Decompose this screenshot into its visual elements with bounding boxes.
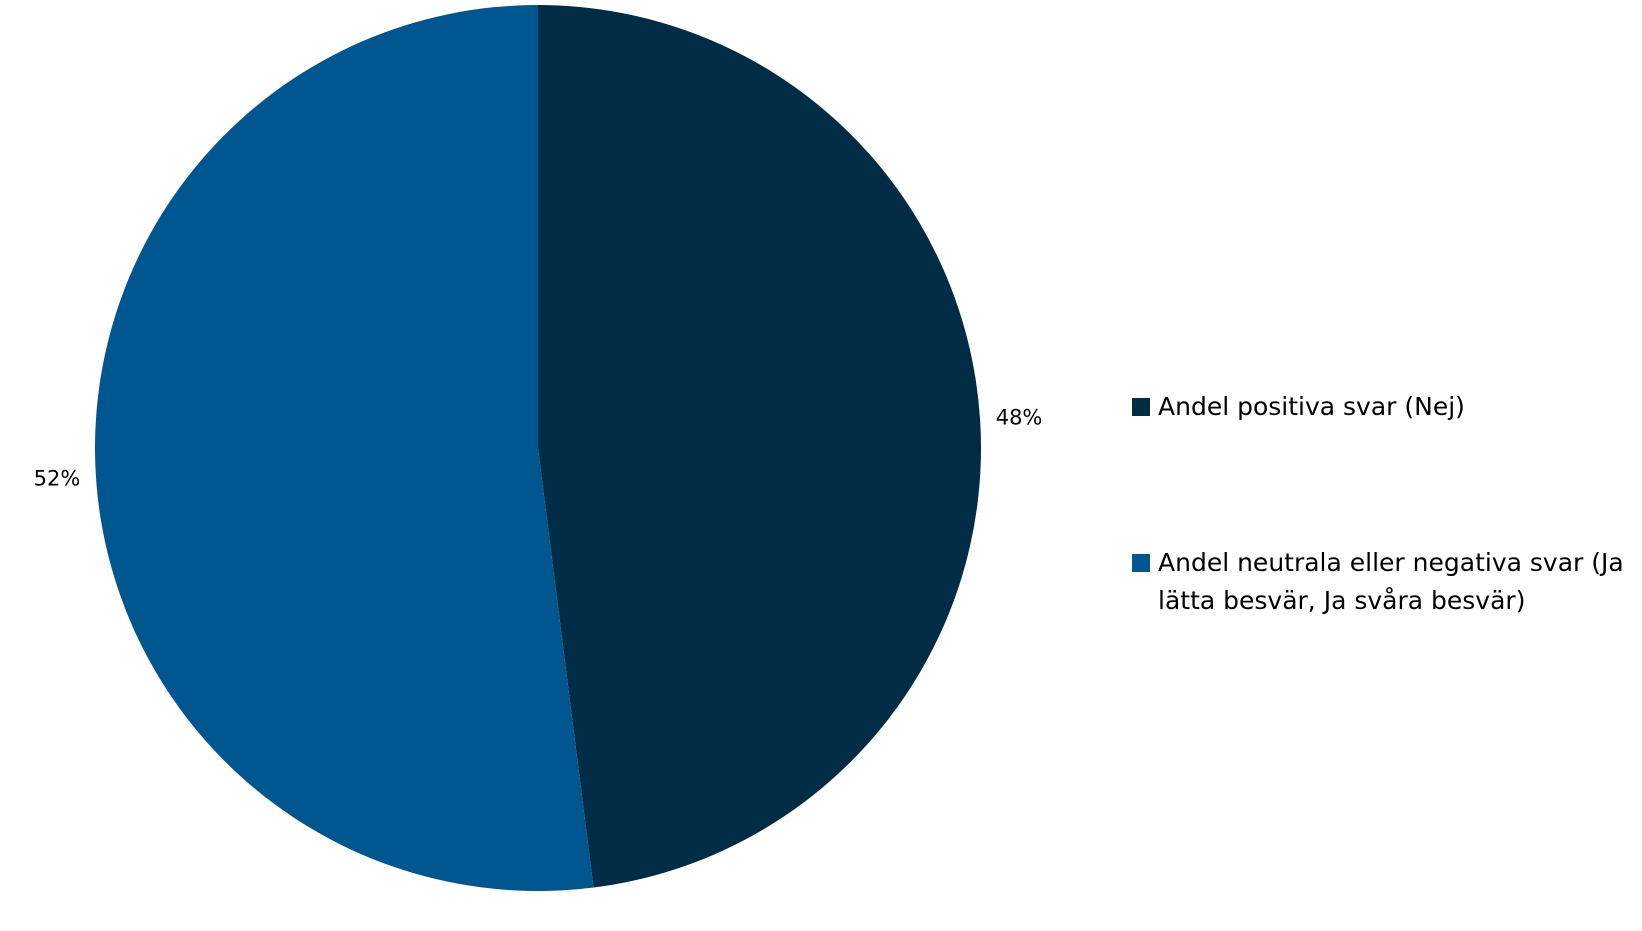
legend-item-neutral-negative: Andel neutrala eller negativa svar (Ja l… (1132, 544, 1637, 620)
slice-label-neutral-negative: 52% (34, 466, 81, 490)
legend-item-positive: Andel positiva svar (Nej) (1132, 388, 1637, 426)
pie-slice-positive (538, 5, 982, 888)
legend-label-neutral-negative: Andel neutrala eller negativa svar (Ja l… (1158, 548, 1624, 615)
slice-label-positive: 48% (996, 406, 1043, 430)
legend-swatch-positive (1132, 398, 1150, 416)
chart-legend: Andel positiva svar (Nej) Andel neutrala… (1132, 388, 1637, 620)
pie-slice-neutral-negative (95, 5, 594, 891)
legend-swatch-neutral-negative (1132, 554, 1150, 572)
pie-slices (95, 5, 982, 891)
pie-labels: 48% 52% (34, 406, 1043, 491)
legend-label-positive: Andel positiva svar (Nej) (1158, 392, 1465, 421)
